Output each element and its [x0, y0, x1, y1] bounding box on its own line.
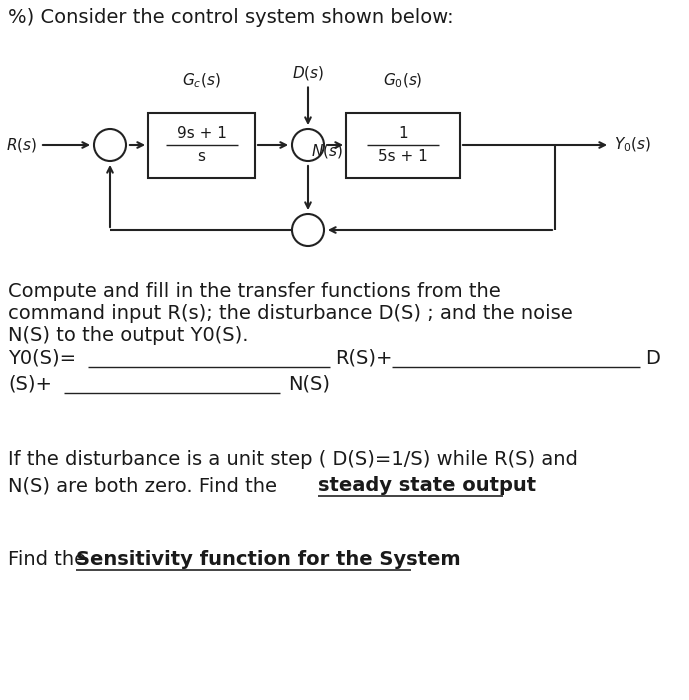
Bar [346, 113, 460, 178]
Text: Compute and fill in the transfer functions from the: Compute and fill in the transfer functio… [8, 282, 501, 301]
Text: $D(s)$: $D(s)$ [292, 64, 324, 81]
Text: Find the: Find the [8, 550, 92, 569]
Text: command input R(s); the disturbance D(S) ; and the noise: command input R(s); the disturbance D(S)… [8, 304, 573, 323]
Text: .: . [411, 550, 418, 569]
Text: $R(s)$: $R(s)$ [6, 136, 37, 154]
Text: N(S) to the output Y0(S).: N(S) to the output Y0(S). [8, 326, 249, 345]
Text: $Y_0(s)$: $Y_0(s)$ [614, 136, 651, 154]
Text: R(S)+: R(S)+ [335, 349, 393, 368]
Text: N(S) are both zero. Find the: N(S) are both zero. Find the [8, 476, 283, 495]
Text: D: D [645, 349, 660, 368]
Text: $N(s)$: $N(s)$ [311, 142, 343, 160]
Text: %) Consider the control system shown below:: %) Consider the control system shown bel… [8, 8, 453, 27]
Text: .: . [503, 476, 509, 495]
Text: 1: 1 [398, 126, 408, 141]
Text: Y0(S)=: Y0(S)= [8, 349, 76, 368]
Bar [148, 113, 255, 178]
Text: $G_0(s)$: $G_0(s)$ [383, 72, 423, 90]
Text: N(S): N(S) [288, 375, 330, 394]
Text: 5s + 1: 5s + 1 [378, 149, 428, 164]
Text: If the disturbance is a unit step ( D(S)=1/S) while R(S) and: If the disturbance is a unit step ( D(S)… [8, 450, 578, 469]
Text: $G_c(s)$: $G_c(s)$ [182, 72, 220, 90]
Text: steady state output: steady state output [318, 476, 536, 495]
Text: Sensitivity function for the System: Sensitivity function for the System [76, 550, 461, 569]
Text: (S)+: (S)+ [8, 375, 52, 394]
Text: s: s [198, 149, 205, 164]
Text: 9s + 1: 9s + 1 [176, 126, 227, 141]
